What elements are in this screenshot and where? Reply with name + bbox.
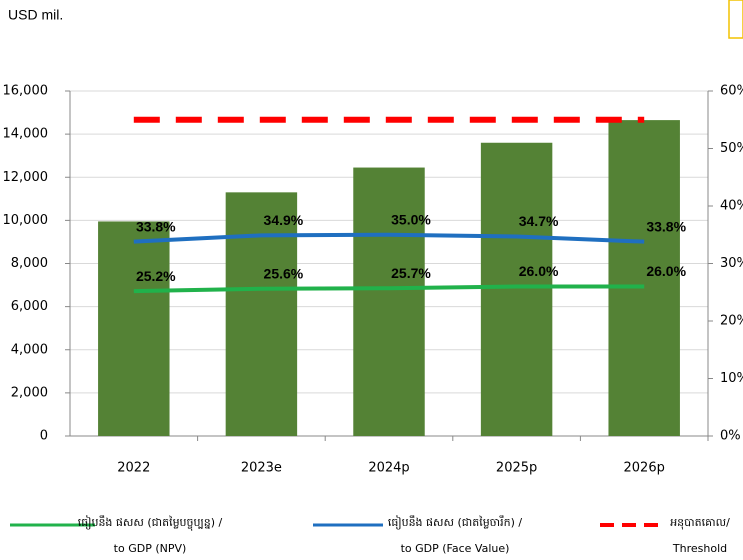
data-label: 26.0% (646, 263, 686, 279)
y2-tick-label: 0% (720, 429, 741, 444)
y2-tick-label: 50% (720, 141, 743, 156)
data-label: 34.9% (264, 212, 304, 228)
y-tick-label: 0 (40, 429, 48, 444)
y-tick-label: 8,000 (11, 256, 48, 271)
y-tick-label: 14,000 (3, 127, 49, 142)
x-tick-label: 2023e (241, 461, 282, 476)
line-series (133, 232, 645, 244)
bar (225, 192, 298, 436)
y2-tick-label: 30% (720, 256, 743, 271)
bar (480, 142, 553, 436)
y-tick-label: 2,000 (11, 385, 48, 400)
x-tick-label: 2024p (368, 461, 409, 476)
y-tick-label: 4,000 (11, 342, 48, 357)
y-tick-label: 6,000 (11, 299, 48, 314)
y2-tick-label: 10% (720, 371, 743, 386)
x-tick-label: 2022 (117, 461, 150, 476)
data-label: 33.8% (646, 218, 686, 234)
data-label: 25.2% (136, 268, 176, 284)
x-tick-label: 2025p (496, 461, 537, 476)
data-label: 25.7% (391, 265, 431, 281)
y-tick-label: 12,000 (3, 170, 49, 185)
y-tick-label: 10,000 (3, 213, 49, 228)
x-tick-label: 2026p (624, 461, 665, 476)
data-label: 35.0% (391, 211, 431, 227)
data-label: 34.7% (519, 213, 559, 229)
bar (353, 167, 425, 436)
data-label: 25.6% (264, 266, 304, 282)
legend-label: អនុបាតគោល/ (670, 516, 730, 530)
legend-label: to GDP (NPV) (114, 542, 187, 555)
legend-label: ធៀបនឹង ផសស (ជាតម្លៃបច្ចុប្បន្ន) / (78, 515, 223, 531)
data-label: 33.8% (136, 218, 176, 234)
data-label: 26.0% (519, 263, 559, 279)
y2-tick-label: 20% (720, 314, 743, 329)
bar (98, 221, 170, 436)
legend-label: Threshold (672, 542, 727, 555)
y-tick-label: 16,000 (3, 84, 49, 99)
y2-tick-label: 60% (720, 84, 743, 99)
legend-label: ធៀបនឹង ផសស (ជាតម្លៃចារឹក) / (388, 515, 523, 530)
bar (608, 120, 680, 436)
y2-tick-label: 40% (720, 199, 743, 214)
legend-label: to GDP (Face Value) (401, 542, 510, 555)
corner-box (728, 0, 743, 39)
unit-label: USD mil. (8, 7, 63, 23)
line-series (133, 284, 645, 294)
